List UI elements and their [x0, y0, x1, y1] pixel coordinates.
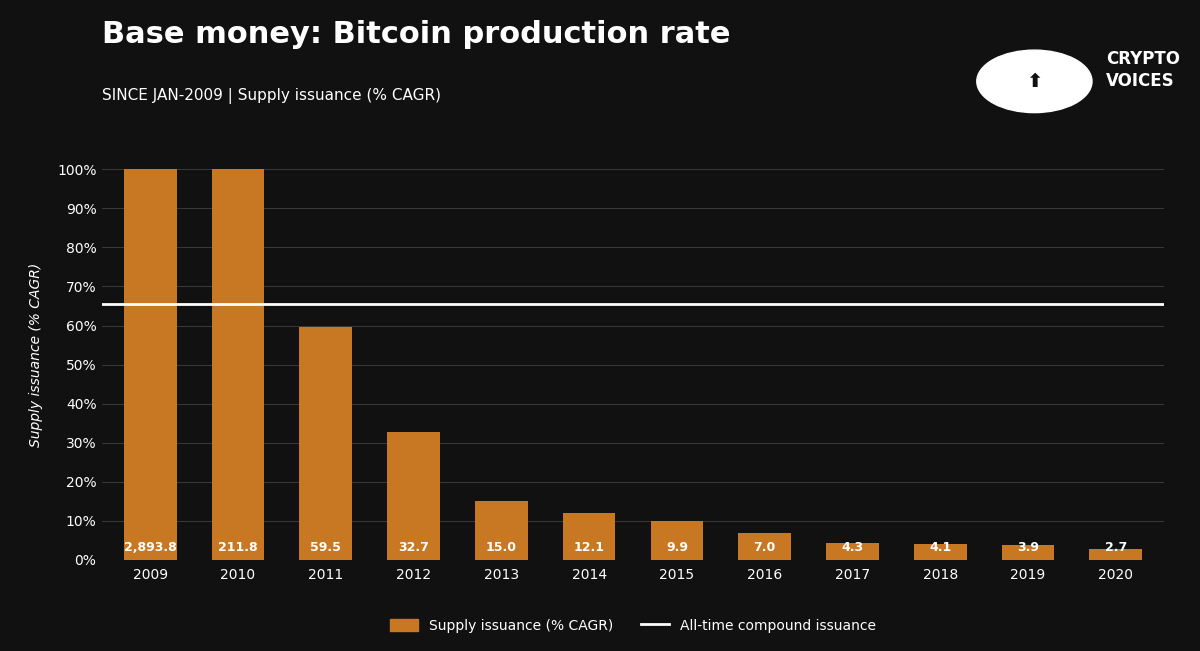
Bar: [563, 512, 616, 560]
Text: 211.8: 211.8: [218, 541, 258, 554]
Bar: [738, 533, 791, 560]
Text: 32.7: 32.7: [398, 541, 430, 554]
Legend: Supply issuance (% CAGR), All-time compound issuance: Supply issuance (% CAGR), All-time compo…: [390, 619, 876, 633]
Text: Base money: Bitcoin production rate: Base money: Bitcoin production rate: [102, 20, 731, 49]
Text: 2.7: 2.7: [1105, 541, 1127, 554]
Bar: [1002, 545, 1055, 560]
Bar: [914, 544, 966, 560]
Bar: [124, 169, 176, 560]
Bar: [475, 501, 528, 560]
Text: 2,893.8: 2,893.8: [124, 541, 176, 554]
Bar: [1090, 549, 1142, 560]
Bar: [388, 432, 440, 560]
Bar: [650, 521, 703, 560]
Text: CRYPTO
VOICES: CRYPTO VOICES: [1106, 49, 1181, 90]
Text: 59.5: 59.5: [311, 541, 341, 554]
Bar: [211, 169, 264, 560]
Y-axis label: Supply issuance (% CAGR): Supply issuance (% CAGR): [29, 262, 43, 447]
Text: ⬆: ⬆: [1026, 72, 1043, 91]
Text: 9.9: 9.9: [666, 541, 688, 554]
Bar: [300, 327, 352, 560]
Text: 15.0: 15.0: [486, 541, 517, 554]
Text: 4.3: 4.3: [841, 541, 864, 554]
Text: 12.1: 12.1: [574, 541, 605, 554]
Text: 7.0: 7.0: [754, 541, 775, 554]
Text: 4.1: 4.1: [929, 541, 952, 554]
Text: 3.9: 3.9: [1016, 541, 1039, 554]
Bar: [826, 543, 878, 560]
Text: SINCE JAN-2009 | Supply issuance (% CAGR): SINCE JAN-2009 | Supply issuance (% CAGR…: [102, 88, 442, 104]
